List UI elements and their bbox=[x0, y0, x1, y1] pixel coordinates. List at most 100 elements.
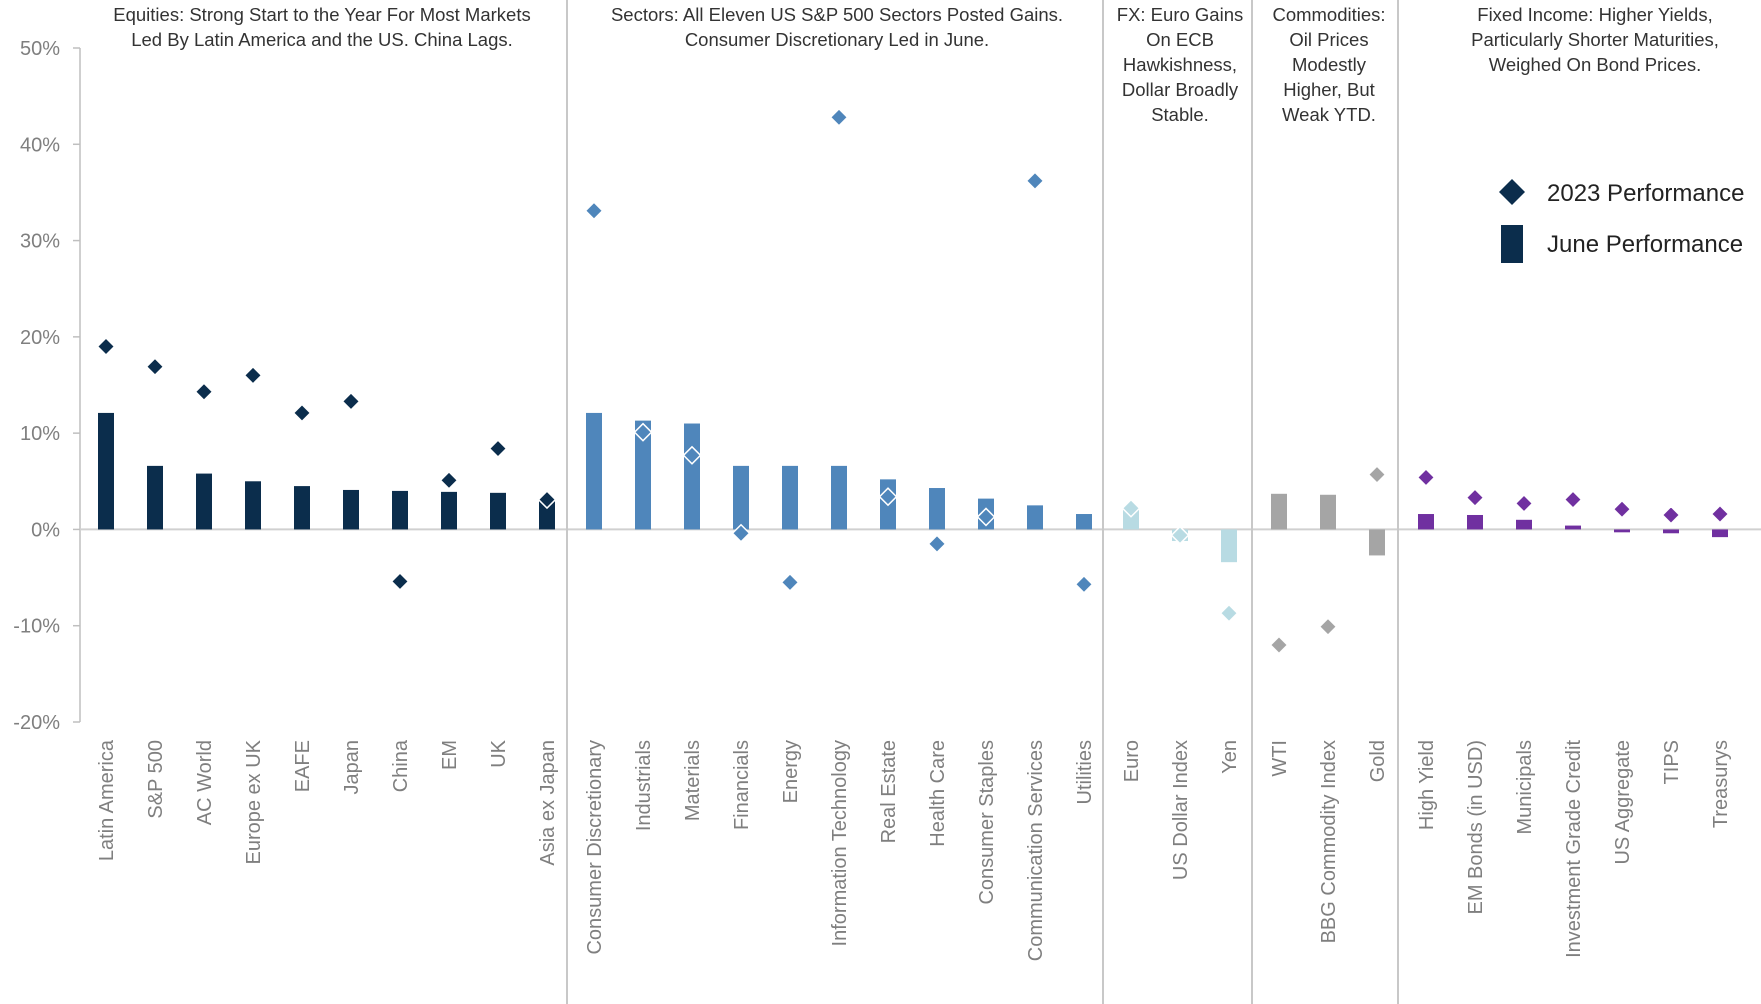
june-bar bbox=[245, 481, 261, 530]
group-title: FX: Euro Gains On ECB Hawkishness, Dollar B… bbox=[1117, 4, 1243, 125]
june-bar bbox=[490, 492, 506, 530]
ytd-marker bbox=[682, 445, 702, 465]
category-label: WTI bbox=[1269, 740, 1291, 777]
category-label: TIPS bbox=[1661, 740, 1683, 784]
group-title: Sectors: All Eleven US S&P 500 Sectors P… bbox=[611, 4, 1063, 50]
june-bar bbox=[1516, 519, 1532, 530]
ytd-marker bbox=[927, 534, 947, 554]
category-label: China bbox=[390, 739, 412, 792]
category-label: UK bbox=[488, 739, 510, 767]
ytd-marker bbox=[1563, 490, 1583, 510]
category-label: Real Estate bbox=[878, 740, 900, 843]
group-title: Commodities: Oil Prices Modestly Higher, Bu… bbox=[1272, 4, 1385, 125]
june-bar bbox=[1320, 494, 1336, 530]
june-bar bbox=[635, 420, 651, 530]
category-label: AC World bbox=[194, 740, 216, 825]
category-label: S&P 500 bbox=[145, 740, 167, 819]
category-label: Asia ex Japan bbox=[537, 740, 559, 866]
ytd-marker bbox=[1710, 504, 1730, 524]
ytd-marker bbox=[1074, 574, 1094, 594]
category-label: US Dollar Index bbox=[1170, 740, 1192, 880]
ytd-marker bbox=[633, 422, 653, 442]
june-bar bbox=[684, 423, 700, 530]
category-label: BBG Commodity Index bbox=[1318, 740, 1340, 943]
category-label: Gold bbox=[1367, 740, 1389, 782]
category-label: EM bbox=[439, 740, 461, 770]
ytd-marker bbox=[1661, 505, 1681, 525]
ytd-marker bbox=[145, 357, 165, 377]
category-label: Consumer Discretionary bbox=[584, 740, 606, 955]
ytd-marker bbox=[1121, 498, 1141, 518]
ytd-marker bbox=[1367, 464, 1387, 485]
category-label: Investment Grade Credit bbox=[1563, 740, 1585, 958]
y-tick-label: 30% bbox=[20, 231, 60, 253]
ytd-marker bbox=[780, 572, 800, 592]
category-label: Euro bbox=[1121, 740, 1143, 782]
june-bar bbox=[1369, 529, 1385, 556]
ytd-marker bbox=[488, 438, 508, 459]
legend-june-label: June Performance bbox=[1547, 231, 1743, 258]
category-label: Energy bbox=[780, 740, 802, 803]
ytd-marker bbox=[243, 365, 263, 385]
ytd-marker bbox=[1269, 635, 1289, 655]
group-title: Fixed Income: Higher Yields, Particularly… bbox=[1471, 4, 1719, 75]
ytd-marker bbox=[1465, 488, 1485, 508]
june-bar bbox=[98, 412, 114, 530]
category-label: Information Technology bbox=[829, 740, 851, 946]
ytd-marker bbox=[96, 336, 116, 357]
june-bar bbox=[343, 489, 359, 530]
june-bar bbox=[147, 465, 163, 530]
category-label: Japan bbox=[341, 740, 363, 795]
ytd-marker bbox=[584, 201, 604, 221]
june-bar bbox=[1027, 505, 1043, 530]
june-bar bbox=[196, 473, 212, 530]
june-bar bbox=[1271, 493, 1287, 530]
legend-ytd-marker bbox=[1499, 179, 1525, 205]
y-tick-label: 20% bbox=[20, 327, 60, 349]
june-bar bbox=[1467, 514, 1483, 530]
june-bar bbox=[733, 465, 749, 530]
ytd-marker bbox=[1612, 499, 1632, 519]
ytd-marker bbox=[1025, 171, 1045, 191]
y-tick-label: 10% bbox=[20, 423, 60, 445]
ytd-marker bbox=[537, 490, 557, 510]
ytd-marker bbox=[1170, 525, 1190, 545]
category-label: Municipals bbox=[1514, 740, 1536, 834]
ytd-marker bbox=[976, 507, 996, 527]
june-bar bbox=[1076, 514, 1092, 530]
june-bar bbox=[1614, 529, 1630, 533]
june-bar bbox=[831, 465, 847, 530]
category-label: High Yield bbox=[1416, 740, 1438, 830]
june-bar bbox=[392, 490, 408, 530]
ytd-marker bbox=[1318, 617, 1338, 637]
category-label: Communication Services bbox=[1025, 740, 1047, 961]
category-label: Yen bbox=[1219, 740, 1241, 774]
ytd-marker bbox=[439, 470, 459, 490]
category-label: Health Care bbox=[927, 740, 949, 847]
june-bar bbox=[782, 465, 798, 530]
june-bar bbox=[1565, 525, 1581, 530]
category-label: US Aggregate bbox=[1612, 740, 1634, 865]
category-label: Consumer Staples bbox=[976, 740, 998, 905]
ytd-marker bbox=[1219, 603, 1239, 623]
june-bar bbox=[294, 486, 310, 530]
legend-ytd-label: 2023 Performance bbox=[1547, 180, 1744, 207]
category-label: Utilities bbox=[1074, 740, 1096, 804]
ytd-marker bbox=[1416, 467, 1436, 487]
june-bar bbox=[1418, 514, 1434, 530]
june-bar bbox=[1221, 529, 1237, 563]
category-label: Treasurys bbox=[1710, 740, 1732, 828]
june-bar bbox=[1712, 529, 1728, 538]
june-bar bbox=[539, 498, 555, 530]
june-bar bbox=[441, 491, 457, 530]
june-bar bbox=[929, 488, 945, 530]
ytd-marker bbox=[731, 523, 751, 543]
june-bar bbox=[586, 412, 602, 530]
category-label: Materials bbox=[682, 740, 704, 821]
y-tick-label: -20% bbox=[13, 712, 60, 734]
y-tick-label: -10% bbox=[13, 616, 60, 638]
ytd-marker bbox=[390, 571, 410, 591]
y-tick-label: 50% bbox=[20, 38, 60, 60]
category-label: EM Bonds (in USD) bbox=[1465, 740, 1487, 915]
